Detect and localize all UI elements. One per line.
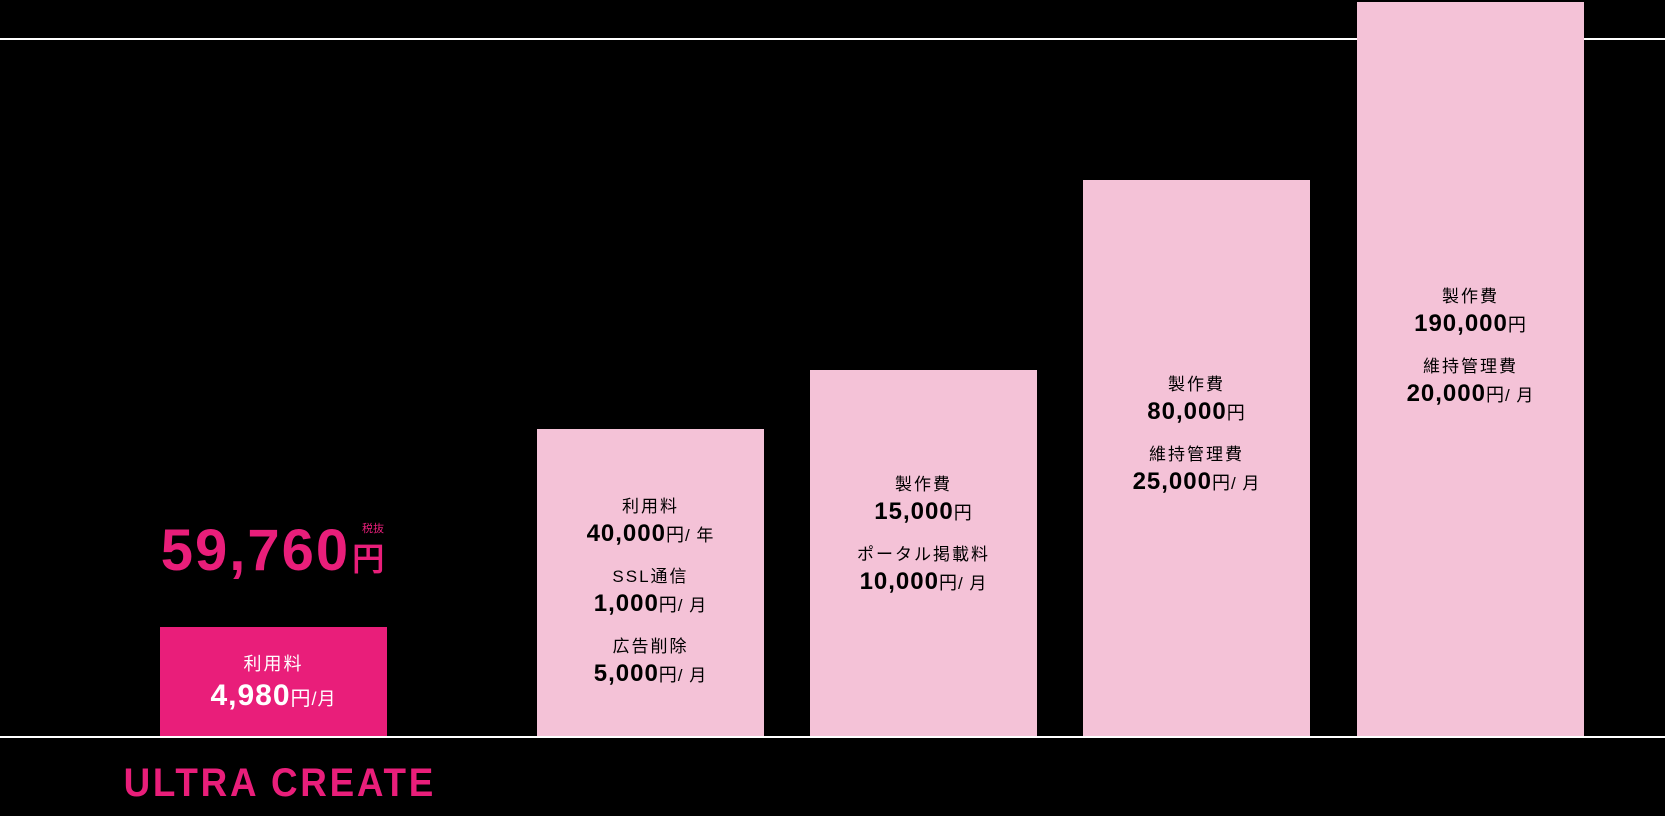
bar-rect: 製作費 15,000円 ポータル掲載料 10,000円/ 月 — [810, 370, 1037, 736]
bar-rect: 製作費 190,000円 維持管理費 20,000円/ 月 — [1357, 2, 1584, 736]
headline-note: 税抜 — [362, 524, 384, 535]
cost-label: SSL通信 — [612, 562, 688, 587]
headline-value: 59,760 — [161, 518, 350, 583]
cost-value: 5,000円/ 月 — [594, 660, 708, 688]
brand-label: ULTRA CREATE — [124, 761, 436, 806]
cost-value: 1,000円/ 月 — [594, 590, 708, 618]
cost-label: 製作費 — [1442, 282, 1499, 307]
bar-rect: 製作費 80,000円 維持管理費 25,000円/ 月 — [1083, 180, 1310, 736]
cost-label: ポータル掲載料 — [857, 540, 990, 565]
cost-label: 広告削除 — [613, 632, 689, 657]
cost-value: 190,000円 — [1414, 310, 1527, 338]
annual-price-headline: 59,760円 税抜 — [137, 522, 410, 580]
cost-value: 15,000円 — [874, 498, 972, 526]
cost-label: 製作費 — [1168, 370, 1225, 395]
chart-container: 59,760円 税抜 利用料 4,980円/月 利用料 40,000円/ 年 S… — [0, 38, 1665, 738]
cost-label: 利用料 — [622, 492, 679, 517]
cost-value: 80,000円 — [1147, 398, 1245, 426]
cost-label: 製作費 — [895, 470, 952, 495]
bar-competitor-d: 製作費 190,000円 維持管理費 20,000円/ 月 — [1357, 40, 1584, 736]
cost-label: 維持管理費 — [1423, 352, 1518, 377]
cost-value: 10,000円/ 月 — [860, 568, 988, 596]
cost-label: 利用料 — [244, 650, 304, 676]
bar-featured: 利用料 4,980円/月 — [160, 627, 387, 736]
cost-value: 4,980円/月 — [210, 679, 336, 713]
cost-label: 維持管理費 — [1149, 440, 1244, 465]
bar-rect: 利用料 40,000円/ 年 SSL通信 1,000円/ 月 広告削除 5,00… — [537, 429, 764, 736]
cost-value: 25,000円/ 月 — [1133, 468, 1261, 496]
cost-value: 40,000円/ 年 — [587, 520, 715, 548]
cost-value: 20,000円/ 月 — [1407, 380, 1535, 408]
headline-unit: 円 — [352, 541, 386, 577]
